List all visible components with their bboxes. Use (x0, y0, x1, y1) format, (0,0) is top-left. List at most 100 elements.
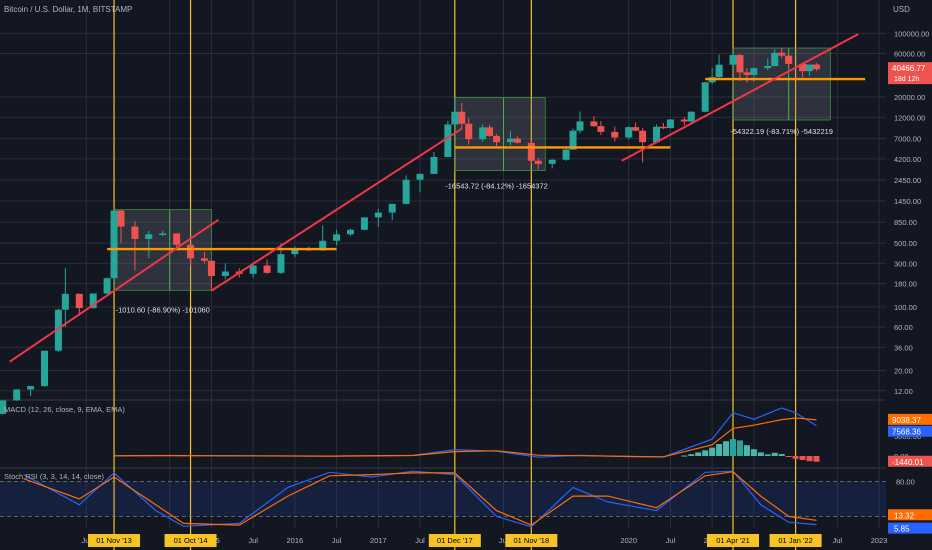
candle-body (319, 240, 327, 251)
macd-histogram-bar (743, 445, 750, 456)
highlighted-date-label: 01 Dec '17 (437, 536, 473, 545)
rsi-badge-value: 5.85 (894, 525, 910, 534)
price-tick-label: 1450.00 (894, 197, 921, 206)
macd-histogram-bar (813, 456, 820, 462)
price-tick-label: 36.00 (894, 343, 913, 352)
candle-body (806, 64, 814, 72)
labels: Bitcoin / U.S. Dollar, 1M, BITSTAMP MACD … (4, 5, 833, 481)
candle-body (13, 389, 21, 401)
macd-badge (888, 425, 932, 437)
highlighted-date-badge (428, 534, 481, 547)
candle-body (277, 254, 285, 273)
rsi-badge-value: 13.32 (894, 511, 915, 520)
price-tick-label: 100000.00 (894, 29, 929, 38)
macd-badge (888, 455, 932, 467)
candle-body (61, 293, 69, 310)
candle-body (89, 293, 97, 309)
candle-body (54, 309, 62, 351)
candle-body (416, 173, 424, 180)
time-tick-label: 2016 (287, 536, 304, 545)
price-badge-value: 40466.77 (892, 64, 926, 73)
candle-body (159, 233, 167, 235)
candle-body (187, 244, 195, 259)
time-tick-label: Jul (666, 536, 676, 545)
candle-body (597, 126, 605, 132)
drawdown-measurement: -16543.72 (-84.12%) -1654372 (445, 182, 548, 191)
candle-body (666, 119, 674, 129)
candle-body (458, 111, 466, 124)
macd-histogram-bar (702, 450, 709, 456)
candle-body (799, 63, 807, 72)
price-tick-label: 850.00 (894, 218, 917, 227)
candle-body (729, 55, 737, 65)
candle-body (513, 138, 521, 143)
candle-body (785, 55, 793, 64)
candle-body (632, 127, 640, 131)
stoch-rsi-title: Stoch RSI (3, 3, 14, 14, close) (4, 472, 105, 481)
candle-body (715, 64, 723, 78)
macd-badge-value: 9038.37 (892, 416, 921, 425)
candle-body (207, 260, 215, 276)
time-tick-label: Jul (415, 536, 425, 545)
highlighted-date-badge (505, 534, 558, 547)
stoch-rsi-pane (0, 470, 886, 528)
price-badge-countdown: 18d 12h (894, 76, 919, 83)
candle-body (493, 135, 501, 143)
price-tick-label: 60000.00 (894, 50, 925, 59)
macd-signal-line (114, 417, 817, 458)
candle-body (41, 350, 49, 387)
price-tick-label: 4200.00 (894, 155, 921, 164)
macd-histogram-bar (736, 440, 743, 456)
highlighted-date-label: 01 Jan '22 (778, 536, 812, 545)
candle-body (388, 203, 396, 213)
axes: USD 100000.00 60000.00 20000.00 12000.00 7000… (81, 0, 932, 550)
candle-body (27, 386, 35, 390)
drawdown-measurement: -1010.60 (-86.90%) -101060 (116, 305, 210, 314)
candle-body (145, 234, 153, 239)
candle-body (534, 160, 542, 164)
price-tick-label: 12000.00 (894, 113, 925, 122)
candle-body (444, 124, 452, 157)
price-tick-label: 20.00 (894, 367, 913, 376)
candle-body (659, 126, 667, 129)
candle-body (569, 130, 577, 150)
macd-badge (888, 413, 932, 425)
candle-body (451, 111, 459, 125)
candle-body (465, 123, 473, 140)
candle-body (750, 68, 758, 75)
highlighted-date-label: 01 Nov '13 (96, 536, 132, 545)
candle-body (75, 293, 83, 309)
stoch-k-line (23, 470, 817, 528)
candle-body (131, 226, 139, 239)
rsi-badge (888, 522, 932, 534)
macd-histogram-bar (764, 454, 771, 456)
macd-histogram-bar (709, 447, 716, 456)
macd-pane (114, 407, 820, 462)
candle-body (771, 52, 779, 67)
drawdown-measurement: -54322.19 (-83.71%) -5432219 (730, 127, 833, 136)
candle-body (680, 119, 688, 122)
candle-body (103, 278, 111, 294)
macd-badge-value: -1440.01 (892, 458, 924, 467)
candle-body (548, 159, 556, 164)
candle-body (374, 212, 382, 218)
macd-histogram-bar (750, 449, 757, 456)
rsi-tick-label: 80.00 (896, 478, 915, 487)
time-tick-label: 2017 (370, 536, 387, 545)
highlighted-date-badge (164, 534, 217, 547)
candle-body (576, 121, 584, 131)
macd-histogram-bar (757, 452, 764, 456)
price-tick-label: 500.00 (894, 239, 917, 248)
time-tick-label: 2020 (620, 536, 637, 545)
macd-histogram-bar (730, 439, 737, 456)
highlighted-date-label: 01 Oct '14 (174, 536, 208, 545)
price-tick-label: 300.00 (894, 259, 917, 268)
macd-histogram-bar (723, 441, 730, 456)
macd-histogram-bar (695, 452, 702, 456)
price-tick-label: 12.00 (894, 387, 913, 396)
candle-body (249, 265, 257, 274)
candle-body (200, 258, 208, 261)
price-tick-label: 2450.00 (894, 176, 921, 185)
highlighted-date-badge (769, 534, 822, 547)
